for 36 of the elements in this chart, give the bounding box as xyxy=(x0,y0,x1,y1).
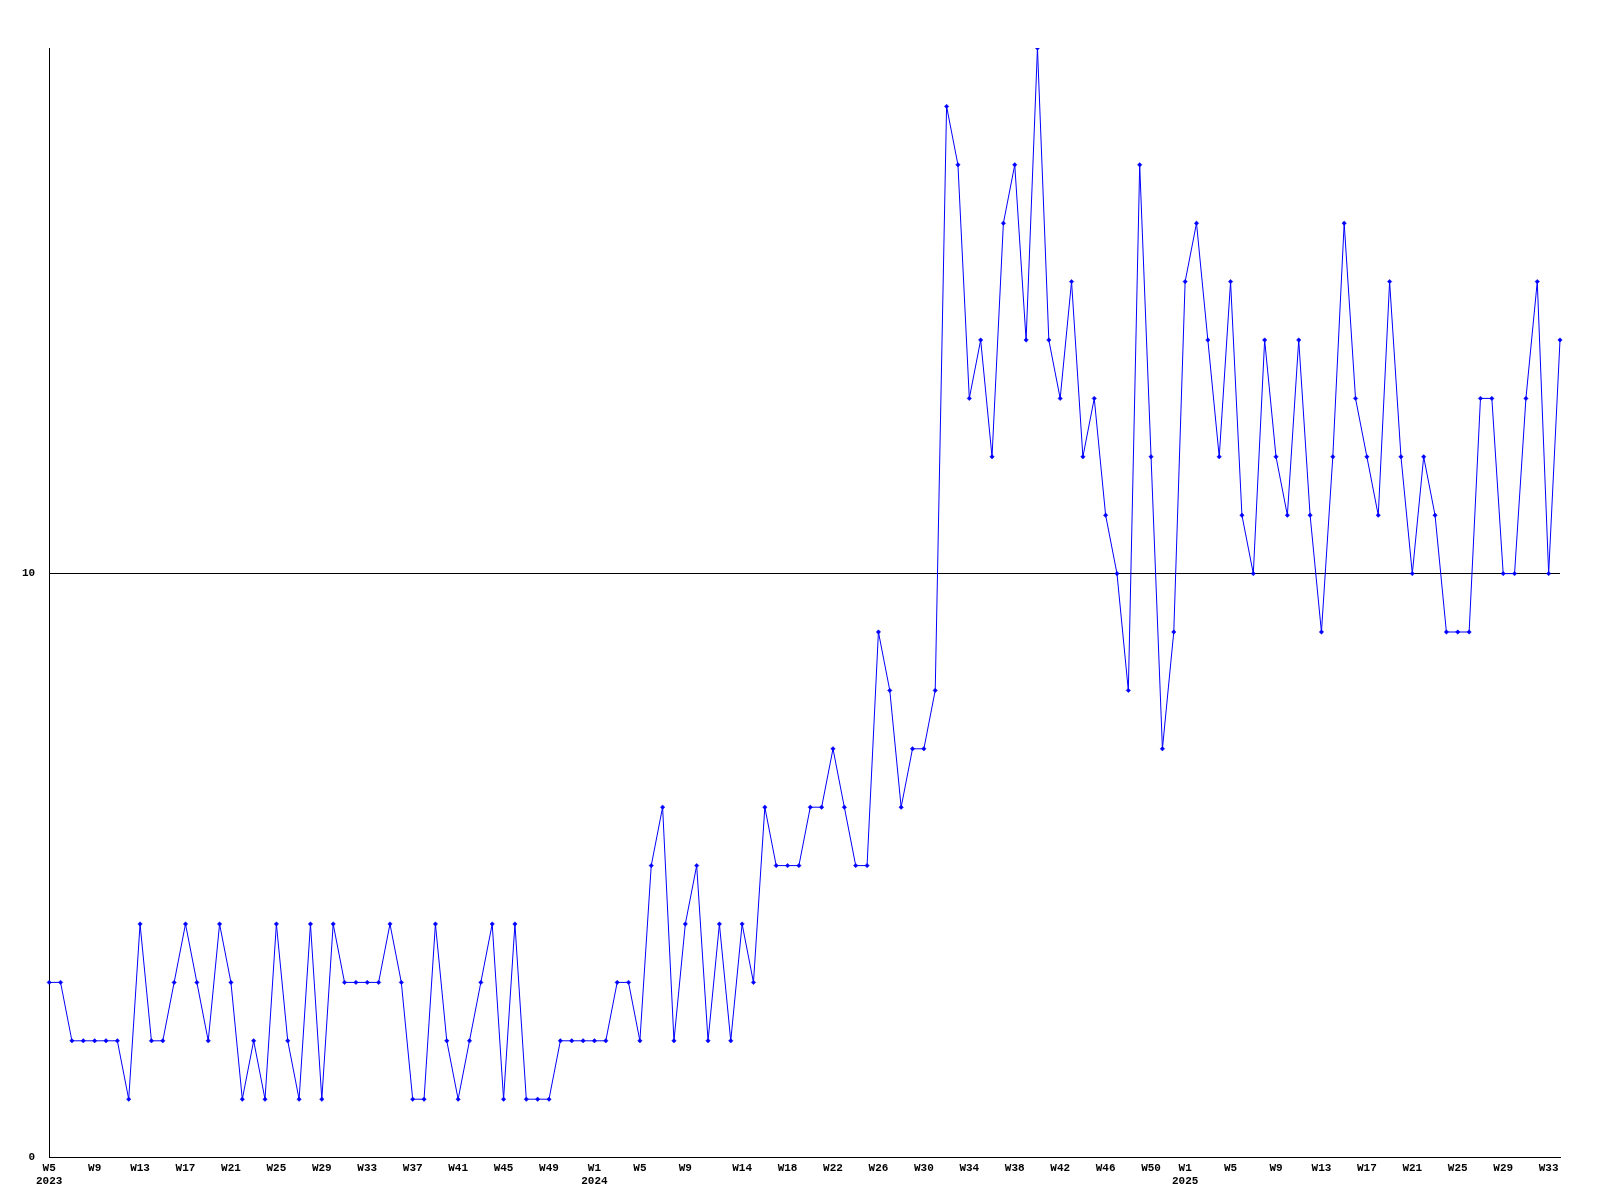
x-tick-label: W25 xyxy=(1447,1161,1469,1174)
x-tick-label: W49 xyxy=(539,1161,559,1174)
x-tick-label: W26 xyxy=(868,1161,889,1174)
x-tick-label: W33 xyxy=(357,1161,378,1174)
x-tick-label: W50 xyxy=(1141,1161,1161,1174)
x-tick-label: W33 xyxy=(1538,1161,1559,1174)
x-tick-label: W30 xyxy=(913,1161,934,1174)
x-tick-label: W13 xyxy=(130,1161,151,1174)
x-tick-label: W1 2024 xyxy=(581,1161,609,1188)
x-tick-label: W13 xyxy=(1311,1161,1332,1174)
x-tick-label: W18 xyxy=(777,1161,798,1174)
x-tick-label: W1 2025 xyxy=(1171,1161,1199,1188)
y-tick-label: 0 xyxy=(28,1151,36,1164)
x-tick-label: W29 xyxy=(311,1161,332,1174)
x-tick-label: W42 xyxy=(1050,1161,1071,1174)
x-tick-label: W45 xyxy=(493,1161,514,1174)
x-tick-label: W5 2023 xyxy=(36,1161,63,1188)
x-tick-label: W22 xyxy=(823,1161,843,1174)
x-tick-label: W34 xyxy=(959,1161,980,1174)
x-tick-label: W9 xyxy=(88,1161,102,1174)
x-tick-label: W41 xyxy=(448,1161,469,1174)
x-tick-label: W21 xyxy=(221,1161,242,1174)
x-tick-label: W9 xyxy=(678,1161,692,1174)
x-tick-label: W5 xyxy=(633,1161,647,1174)
x-tick-label: W5 xyxy=(1223,1161,1238,1174)
x-tick-label: W37 xyxy=(402,1161,423,1174)
x-tick-label: W25 xyxy=(266,1161,287,1174)
x-tick-label: W9 xyxy=(1269,1161,1283,1174)
x-tick-label: W46 xyxy=(1095,1161,1116,1174)
x-tick-label: W17 xyxy=(175,1161,196,1174)
y-tick-label: 10 xyxy=(22,567,36,580)
x-tick-label: W38 xyxy=(1004,1161,1026,1174)
x-tick-label: W29 xyxy=(1493,1161,1514,1174)
x-tick-label: W14 xyxy=(732,1161,753,1174)
x-tick-label: W21 xyxy=(1402,1161,1423,1174)
x-tick-label: W17 xyxy=(1356,1161,1377,1174)
